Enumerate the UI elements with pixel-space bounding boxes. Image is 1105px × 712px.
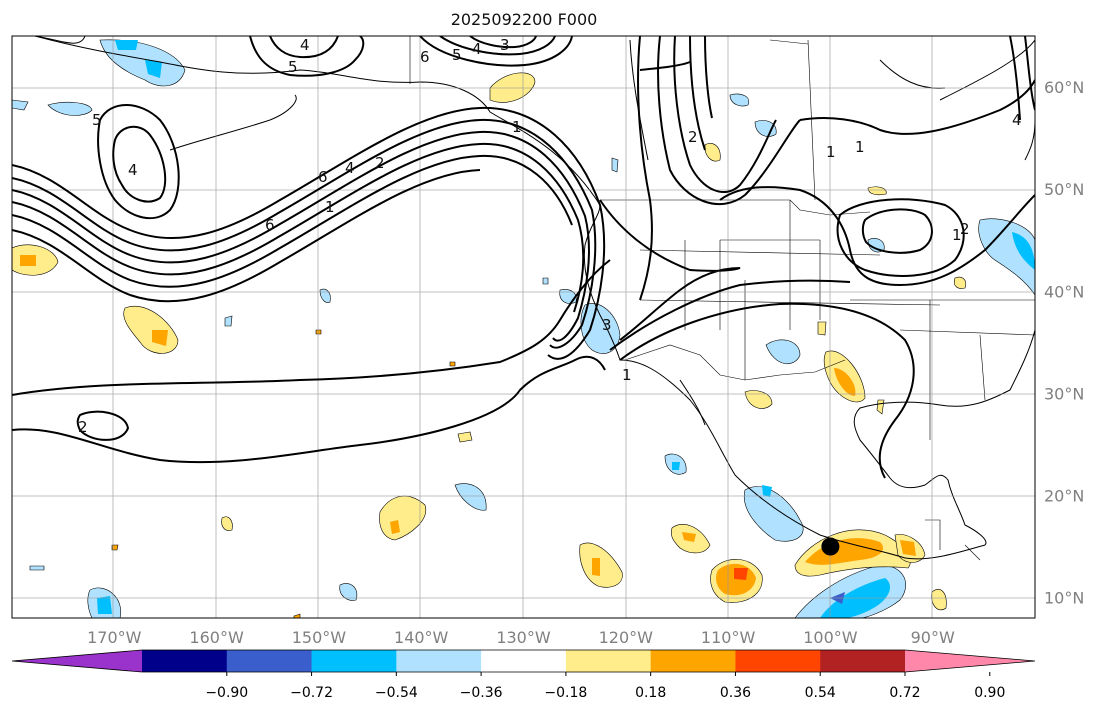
colorbar-segment: [142, 650, 228, 672]
colorbar-tick-label: −0.18: [544, 685, 587, 701]
colorbar-tick-label: −0.36: [460, 685, 503, 701]
contour-label: 3: [602, 316, 612, 334]
colorbar-segment: [735, 650, 821, 672]
contour-label: 4: [128, 161, 138, 179]
contour-label: 1: [855, 138, 865, 156]
contour-label: 2: [78, 418, 88, 436]
lat-tick-label: 10°N: [1044, 589, 1084, 608]
storm-location-marker: [821, 537, 840, 556]
lat-tick-label: 50°N: [1044, 180, 1084, 199]
colorbar-tick-label: 0.36: [720, 685, 751, 701]
negative-anomaly-fields: [12, 39, 1035, 618]
lon-tick-label: 160°W: [189, 628, 244, 647]
political-borders: [409, 36, 1035, 561]
contour-label: 2: [688, 128, 698, 146]
lon-tick-label: 170°W: [87, 628, 142, 647]
longitude-tick-labels: 170°W 160°W 150°W 140°W 130°W 120°W 110°…: [87, 628, 955, 647]
lat-tick-label: 20°N: [1044, 486, 1084, 505]
contour-label: 6: [420, 48, 430, 66]
contour-label: 4: [1012, 111, 1022, 129]
contour-labels: 4 5 6 5 4 3 6 4 2 1 6 5 4 1 2 1 1 2 1 3 …: [78, 36, 1022, 436]
contour-label: 4: [345, 159, 355, 177]
colorbar-tick-label: −0.54: [375, 685, 418, 701]
colorbar-segment: [650, 650, 736, 672]
contour-label: 1: [952, 226, 962, 244]
colorbar-segment: [311, 650, 397, 672]
map-panel: 4 5 6 5 4 3 6 4 2 1 6 5 4 1 2 1 1 2 1 3 …: [12, 36, 1035, 618]
contour-label: 5: [288, 58, 298, 76]
colorbar-upper-extension: [905, 650, 1035, 672]
colorbar-segment: [820, 650, 906, 672]
contour-label: 4: [300, 36, 310, 54]
lon-tick-label: 110°W: [701, 628, 756, 647]
latitude-tick-labels: 10°N 20°N 30°N 40°N 50°N 60°N: [1044, 78, 1084, 608]
colorbar-tick-label: 0.54: [805, 685, 836, 701]
contour-label: 2: [375, 154, 385, 172]
colorbar: [11, 649, 1036, 676]
contour-label: 6: [318, 168, 328, 186]
map-frame: [11, 35, 1036, 619]
colorbar-segment: [396, 650, 482, 672]
colorbar-segment: [481, 650, 567, 672]
colorbar-tick-label: 0.72: [889, 685, 920, 701]
contour-label: 4: [472, 40, 482, 58]
map-title: 2025092200 F000: [450, 10, 598, 29]
lat-tick-label: 60°N: [1044, 78, 1084, 97]
colorbar-tick-labels: −0.90 −0.72 −0.54 −0.36 −0.18 0.18 0.36 …: [205, 685, 1005, 701]
lon-tick-label: 90°W: [911, 628, 955, 647]
contour-label: 1: [512, 118, 522, 136]
lat-tick-label: 40°N: [1044, 282, 1084, 301]
contour-label: 2: [960, 220, 970, 238]
lon-tick-label: 130°W: [496, 628, 551, 647]
colorbar-tick-label: 0.90: [974, 685, 1005, 701]
lat-lon-grid: [12, 36, 1035, 618]
colorbar-lower-extension: [12, 650, 142, 672]
lon-tick-label: 140°W: [394, 628, 449, 647]
contour-label: 3: [500, 36, 510, 54]
contour-label: 1: [826, 143, 836, 161]
contour-label: 5: [92, 111, 102, 129]
colorbar-tick-label: 0.18: [635, 685, 666, 701]
colorbar-segment: [226, 650, 313, 672]
lat-tick-label: 30°N: [1044, 384, 1084, 403]
contour-label: 1: [325, 198, 335, 216]
colorbar-tick-label: −0.72: [290, 685, 333, 701]
lon-tick-label: 150°W: [292, 628, 347, 647]
contour-label: 5: [452, 46, 462, 64]
contour-lines: [12, 36, 1035, 479]
colorbar-tick-label: −0.90: [205, 685, 248, 701]
colorbar-segment: [565, 650, 652, 672]
contour-label: 6: [265, 216, 275, 234]
lon-tick-label: 120°W: [599, 628, 654, 647]
colorbar-outline: [11, 649, 1036, 673]
lon-tick-label: 100°W: [803, 628, 858, 647]
contour-label: 1: [622, 366, 632, 384]
